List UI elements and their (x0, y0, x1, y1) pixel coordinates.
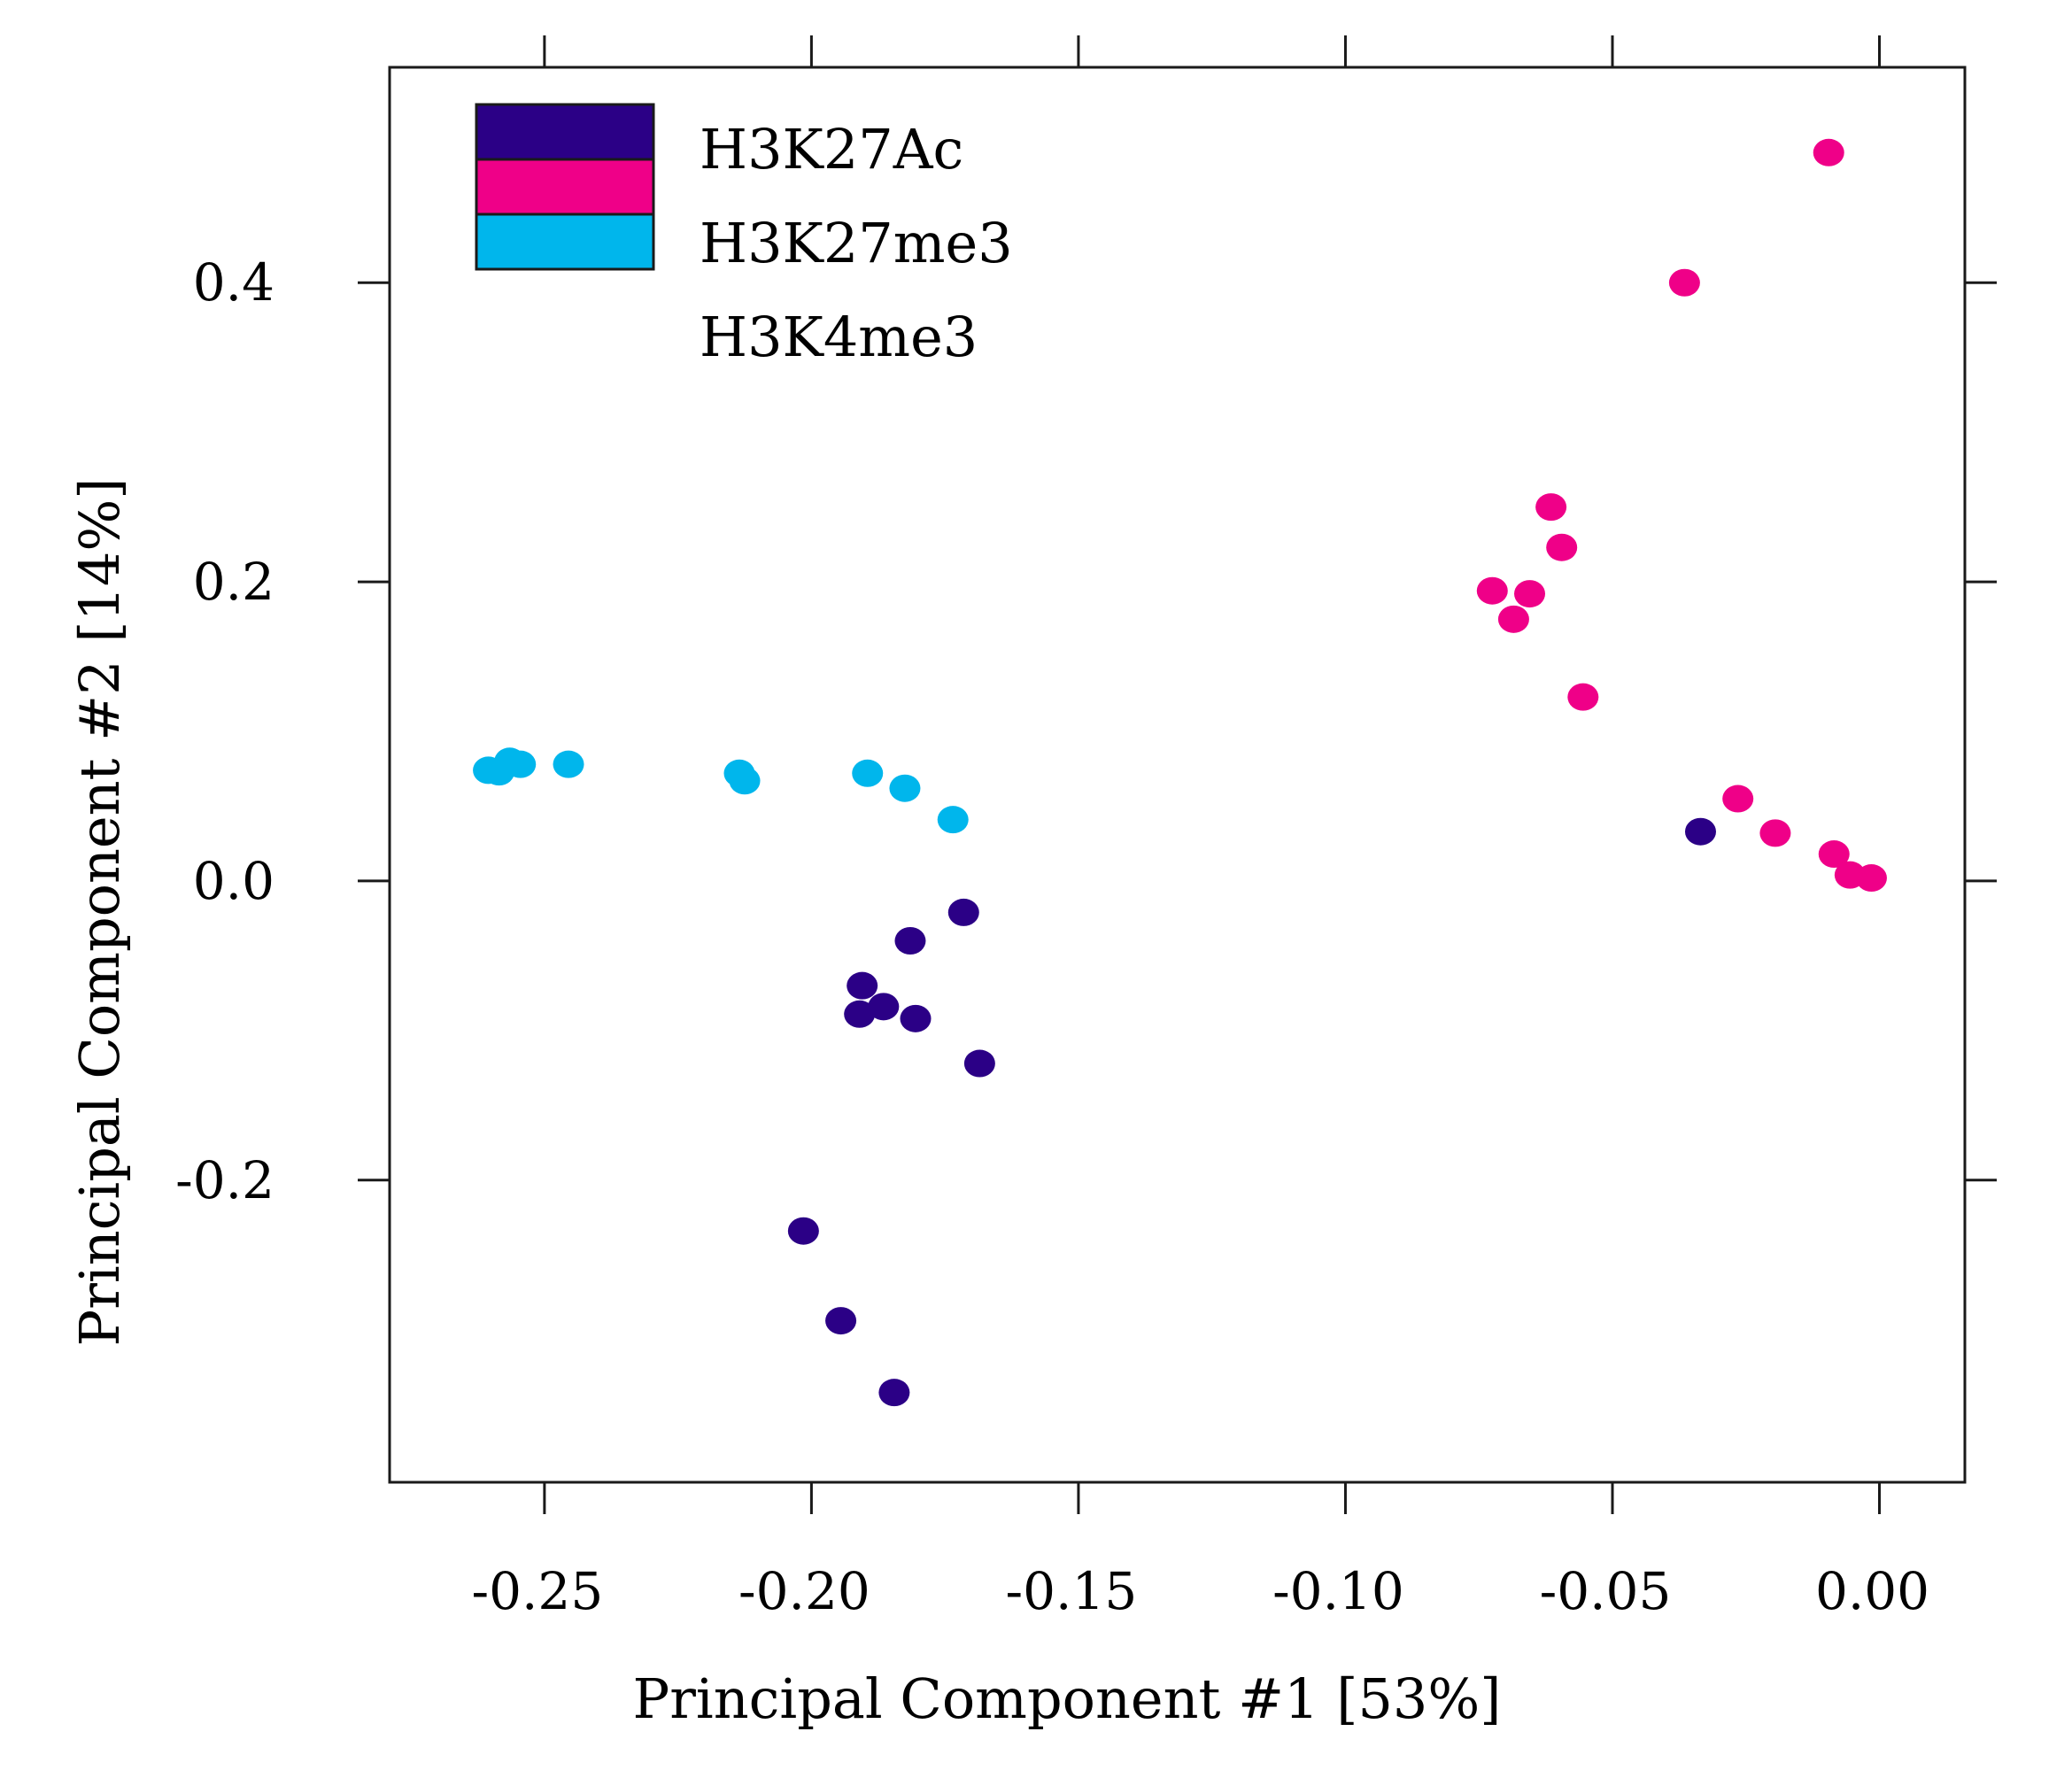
x-tick-label: -0.15 (1006, 1561, 1138, 1621)
data-point (868, 993, 900, 1021)
series-h3k27ac (787, 817, 1716, 1407)
data-point (1668, 268, 1700, 297)
data-point (1813, 138, 1844, 166)
x-tick-label: -0.05 (1540, 1561, 1672, 1621)
data-point (894, 927, 926, 955)
data-point (787, 1217, 819, 1245)
data-point (889, 774, 921, 802)
y-tick-label: 0.2 (193, 552, 274, 612)
data-point (1476, 576, 1508, 605)
tick-labels: -0.25 -0.20 -0.15 -0.10 -0.05 0.00 -0.2 0.0 0.2 0… (175, 252, 1929, 1621)
data-point (947, 898, 979, 926)
data-point (1546, 533, 1578, 561)
legend-label: H3K4me3 (700, 305, 978, 369)
data-point (878, 1379, 910, 1407)
data-point (963, 1049, 995, 1078)
data-point (900, 1004, 932, 1032)
data-point (825, 1307, 857, 1335)
y-tick-label: -0.2 (175, 1150, 274, 1210)
data-point (1855, 864, 1887, 893)
data-point (847, 971, 878, 1000)
legend-label: H3K27me3 (700, 211, 1013, 275)
data-point (844, 1000, 876, 1028)
series-h3k27me3 (1476, 138, 1887, 893)
data-point (1684, 817, 1716, 846)
legend-swatch (475, 213, 655, 271)
legend-swatch (475, 158, 655, 216)
data-point (1759, 819, 1791, 847)
x-axis-title: Principal Component #1 [53%] (633, 1666, 1502, 1731)
x-tick-label: 0.00 (1815, 1561, 1929, 1621)
data-point (1514, 580, 1546, 608)
x-tick-label: -0.20 (738, 1561, 870, 1621)
y-tick-label: 0.4 (193, 252, 274, 313)
legend-swatch (475, 103, 655, 161)
data-point (1497, 605, 1529, 633)
data-point (1535, 493, 1567, 522)
data-point (937, 806, 969, 834)
data-point (1818, 840, 1850, 869)
data-points (473, 138, 1887, 1407)
y-tick-label: 0.0 (193, 851, 274, 911)
data-point (852, 759, 884, 787)
plot-frame (388, 66, 1967, 1484)
data-point (505, 750, 537, 778)
series-h3k4me3 (473, 747, 969, 834)
legend: H3K27Ac H3K27me3 H3K4me3 (475, 103, 1013, 369)
axis-ticks (358, 35, 1997, 1514)
x-tick-label: -0.25 (472, 1561, 604, 1621)
data-point (1722, 785, 1754, 813)
data-point (729, 767, 761, 795)
x-tick-label: -0.10 (1272, 1561, 1404, 1621)
legend-label: H3K27Ac (700, 117, 963, 182)
y-axis-title: Principal Component #2 [14%] (67, 478, 132, 1347)
data-point (1567, 683, 1599, 711)
data-point (553, 750, 584, 778)
